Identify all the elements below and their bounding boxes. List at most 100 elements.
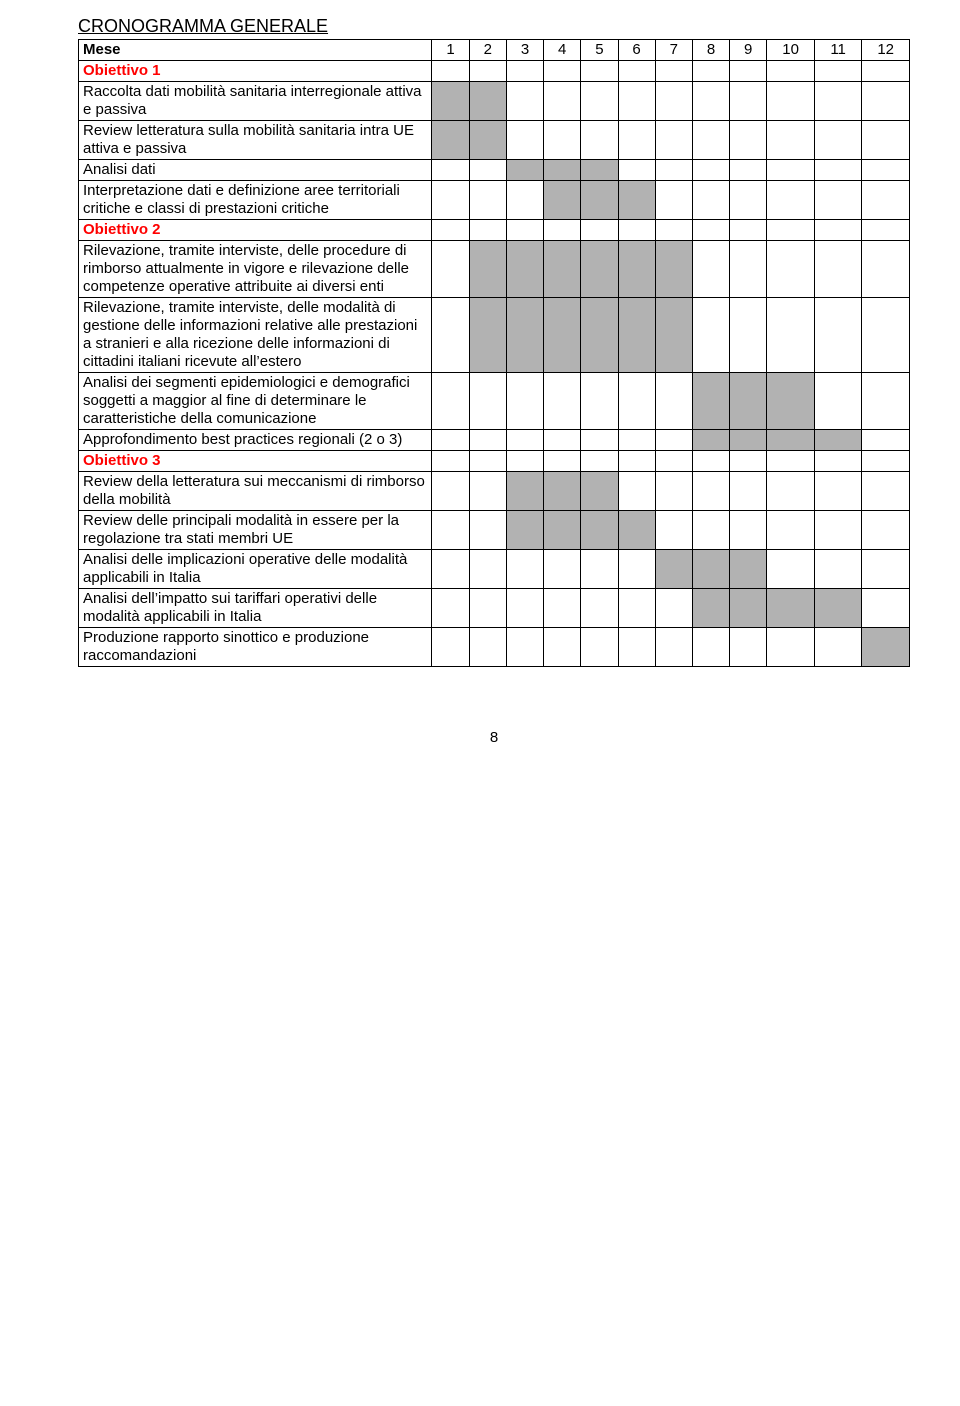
gantt-cell [655,511,692,550]
gantt-cell [692,430,729,451]
gantt-cell [767,181,815,220]
task-label: Rilevazione, tramite interviste, delle p… [79,241,432,298]
gantt-cell [581,160,618,181]
gantt-cell [469,160,506,181]
gantt-cell [692,589,729,628]
gantt-cell [432,121,469,160]
gantt-cell [862,373,910,430]
gantt-cell [862,430,910,451]
gantt-cell [618,511,655,550]
gantt-cell [432,511,469,550]
month-header: 9 [730,40,767,61]
month-header: 3 [506,40,543,61]
gantt-cell [469,373,506,430]
gantt-cell [618,373,655,430]
gantt-cell [862,589,910,628]
gantt-table: Mese123456789101112Obiettivo 1Raccolta d… [78,39,910,667]
month-header: 11 [814,40,862,61]
month-header: 2 [469,40,506,61]
month-header: 4 [544,40,581,61]
gantt-cell [581,220,618,241]
gantt-cell [581,472,618,511]
gantt-cell [581,121,618,160]
gantt-cell [730,511,767,550]
gantt-cell [581,550,618,589]
gantt-cell [767,241,815,298]
gantt-cell [432,373,469,430]
gantt-cell [692,550,729,589]
gantt-cell [767,373,815,430]
objective-label: Obiettivo 2 [79,220,432,241]
task-label: Analisi dell’impatto sui tariffari opera… [79,589,432,628]
month-header: 5 [581,40,618,61]
header-label: Mese [79,40,432,61]
task-label: Analisi dati [79,160,432,181]
gantt-cell [862,121,910,160]
gantt-cell [814,511,862,550]
gantt-cell [730,451,767,472]
gantt-cell [655,373,692,430]
gantt-cell [469,589,506,628]
gantt-cell [655,472,692,511]
gantt-cell [544,121,581,160]
gantt-cell [544,61,581,82]
gantt-cell [618,451,655,472]
gantt-cell [544,373,581,430]
gantt-cell [692,472,729,511]
gantt-cell [862,628,910,667]
gantt-cell [655,61,692,82]
gantt-cell [655,451,692,472]
gantt-cell [767,472,815,511]
gantt-cell [730,121,767,160]
gantt-cell [544,550,581,589]
gantt-cell [814,628,862,667]
gantt-cell [618,550,655,589]
gantt-cell [862,298,910,373]
gantt-cell [767,550,815,589]
gantt-cell [862,82,910,121]
task-label: Rilevazione, tramite interviste, delle m… [79,298,432,373]
gantt-cell [581,82,618,121]
gantt-cell [692,628,729,667]
gantt-cell [618,220,655,241]
gantt-cell [544,160,581,181]
gantt-cell [814,298,862,373]
gantt-cell [692,181,729,220]
month-header: 12 [862,40,910,61]
gantt-cell [862,181,910,220]
gantt-cell [618,82,655,121]
gantt-cell [692,241,729,298]
gantt-cell [544,589,581,628]
gantt-cell [692,511,729,550]
gantt-cell [655,430,692,451]
task-label: Raccolta dati mobilità sanitaria interre… [79,82,432,121]
gantt-cell [655,181,692,220]
gantt-cell [506,589,543,628]
gantt-cell [506,241,543,298]
gantt-cell [862,241,910,298]
gantt-cell [730,61,767,82]
gantt-cell [618,181,655,220]
gantt-cell [469,181,506,220]
gantt-cell [814,82,862,121]
month-header: 7 [655,40,692,61]
page-title: CRONOGRAMMA GENERALE [78,16,910,37]
gantt-cell [730,82,767,121]
gantt-cell [862,511,910,550]
gantt-cell [506,550,543,589]
gantt-cell [655,220,692,241]
gantt-cell [432,160,469,181]
gantt-cell [581,589,618,628]
gantt-cell [618,61,655,82]
gantt-cell [432,472,469,511]
gantt-cell [730,550,767,589]
gantt-cell [655,298,692,373]
gantt-cell [692,298,729,373]
gantt-cell [618,160,655,181]
gantt-cell [814,241,862,298]
gantt-cell [581,511,618,550]
gantt-cell [469,472,506,511]
gantt-cell [618,241,655,298]
gantt-cell [581,61,618,82]
gantt-cell [730,628,767,667]
